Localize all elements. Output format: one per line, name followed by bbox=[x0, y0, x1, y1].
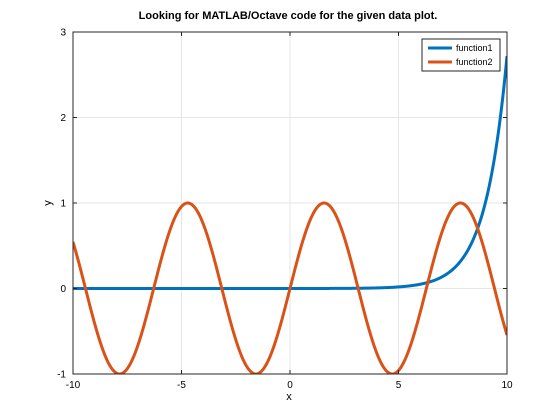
x-tick-label: 10 bbox=[501, 380, 513, 391]
x-tick-label: -5 bbox=[177, 380, 186, 391]
legend-label-function2: function2 bbox=[456, 57, 493, 67]
legend-label-function1: function1 bbox=[456, 43, 493, 53]
y-axis-title: y bbox=[42, 200, 54, 206]
series-line-function2 bbox=[73, 201, 507, 374]
y-tick-label: 1 bbox=[60, 199, 66, 210]
x-tick-label: -10 bbox=[66, 380, 81, 391]
y-tick-label: -1 bbox=[57, 370, 66, 381]
x-axis-title: x bbox=[286, 391, 292, 403]
y-tick-label: 0 bbox=[60, 284, 66, 295]
x-tick-label: 5 bbox=[396, 380, 402, 391]
y-tick-label: 3 bbox=[60, 28, 66, 39]
x-tick-label: 0 bbox=[287, 380, 293, 391]
legend-box bbox=[421, 38, 501, 72]
chart-title: Looking for MATLAB/Octave code for the g… bbox=[139, 10, 438, 22]
y-tick-label: 2 bbox=[60, 113, 66, 124]
